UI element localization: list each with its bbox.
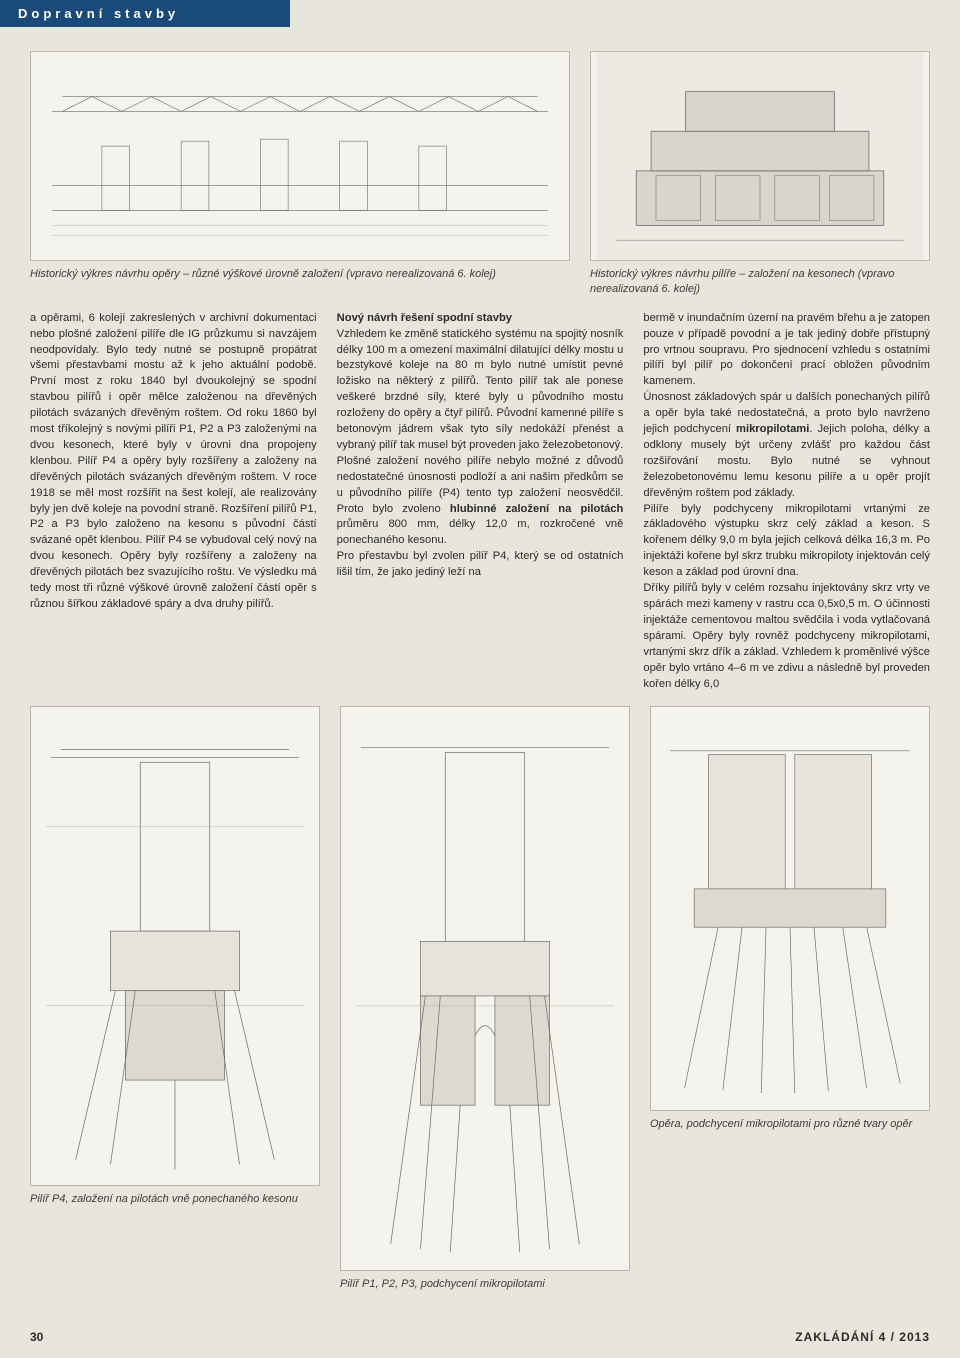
drawing-abutment-micropiles xyxy=(651,707,929,1110)
lower-fig-mid-wrap: Pilíř P1, P2, P3, podchycení mikropilota… xyxy=(340,706,630,1292)
lower-fig-mid xyxy=(340,706,630,1271)
top-figure-right-wrap: Historický výkres návrhu pilíře – založe… xyxy=(590,51,930,297)
col1-body: a opěrami, 6 kolejí zakreslených v archi… xyxy=(30,311,317,613)
publication-label: ZAKLÁDÁNÍ 4 / 2013 xyxy=(795,1330,930,1344)
lower-fig-right-wrap: Opěra, podchycení mikropilotami pro různ… xyxy=(650,706,930,1292)
lower-fig-left-caption: Pilíř P4, založení na pilotách vně ponec… xyxy=(30,1192,320,1207)
lower-fig-left-wrap: Pilíř P4, založení na pilotách vně ponec… xyxy=(30,706,320,1292)
page-footer: 30 ZAKLÁDÁNÍ 4 / 2013 xyxy=(30,1330,930,1344)
col3-bold: mikropilotami xyxy=(736,423,809,435)
col3-t5: Dříky pilířů byly v celém rozsahu injekt… xyxy=(643,582,930,689)
lower-fig-right-caption: Opěra, podchycení mikropilotami pro různ… xyxy=(650,1117,930,1132)
section-title: Dopravní stavby xyxy=(18,6,179,21)
top-figure-row: Historický výkres návrhu opěry – různé v… xyxy=(30,51,930,297)
top-figure-right-caption: Historický výkres návrhu pilíře – založe… xyxy=(590,267,930,297)
col3-t1: bermě v inundačním území na pravém břehu… xyxy=(643,312,930,388)
top-figure-left-caption: Historický výkres návrhu opěry – různé v… xyxy=(30,267,570,282)
top-figure-left xyxy=(30,51,570,261)
drawing-pier-p123 xyxy=(341,707,629,1270)
col2-t3: Pro přestavbu byl zvolen pilíř P4, který… xyxy=(337,550,624,578)
lower-fig-right xyxy=(650,706,930,1111)
lower-fig-mid-caption: Pilíř P1, P2, P3, podchycení mikropilota… xyxy=(340,1277,630,1292)
column-2: Nový návrh řešení spodní stavby Vzhledem… xyxy=(337,311,624,693)
top-figure-left-wrap: Historický výkres návrhu opěry – různé v… xyxy=(30,51,570,297)
top-figure-right xyxy=(590,51,930,261)
col2-t2: průměru 800 mm, délky 12,0 m, rozkročené… xyxy=(337,518,624,546)
col2-t1: Vzhledem ke změně statického systému na … xyxy=(337,328,624,515)
drawing-pier-p4 xyxy=(31,707,319,1185)
page-number: 30 xyxy=(30,1330,43,1344)
text-columns: a opěrami, 6 kolejí zakreslených v archi… xyxy=(30,311,930,693)
lower-fig-left xyxy=(30,706,320,1186)
drawing-elevation-abutment xyxy=(31,52,569,260)
drawing-pier-caisson xyxy=(591,52,929,260)
section-header: Dopravní stavby xyxy=(0,0,290,27)
page-body: Historický výkres návrhu opěry – různé v… xyxy=(0,51,960,1312)
col2-heading: Nový návrh řešení spodní stavby xyxy=(337,312,512,324)
col2-bold: hlubinné založení na pilotách xyxy=(450,503,623,515)
col3-body: bermě v inundačním území na pravém břehu… xyxy=(643,311,930,693)
column-3: bermě v inundačním území na pravém břehu… xyxy=(643,311,930,693)
col3-t4: Pilíře byly podchyceny mikropilotami vrt… xyxy=(643,503,930,579)
col2-body: Nový návrh řešení spodní stavby Vzhledem… xyxy=(337,311,624,581)
lower-figure-row: Pilíř P4, založení na pilotách vně ponec… xyxy=(30,706,930,1292)
column-1: a opěrami, 6 kolejí zakreslených v archi… xyxy=(30,311,317,693)
